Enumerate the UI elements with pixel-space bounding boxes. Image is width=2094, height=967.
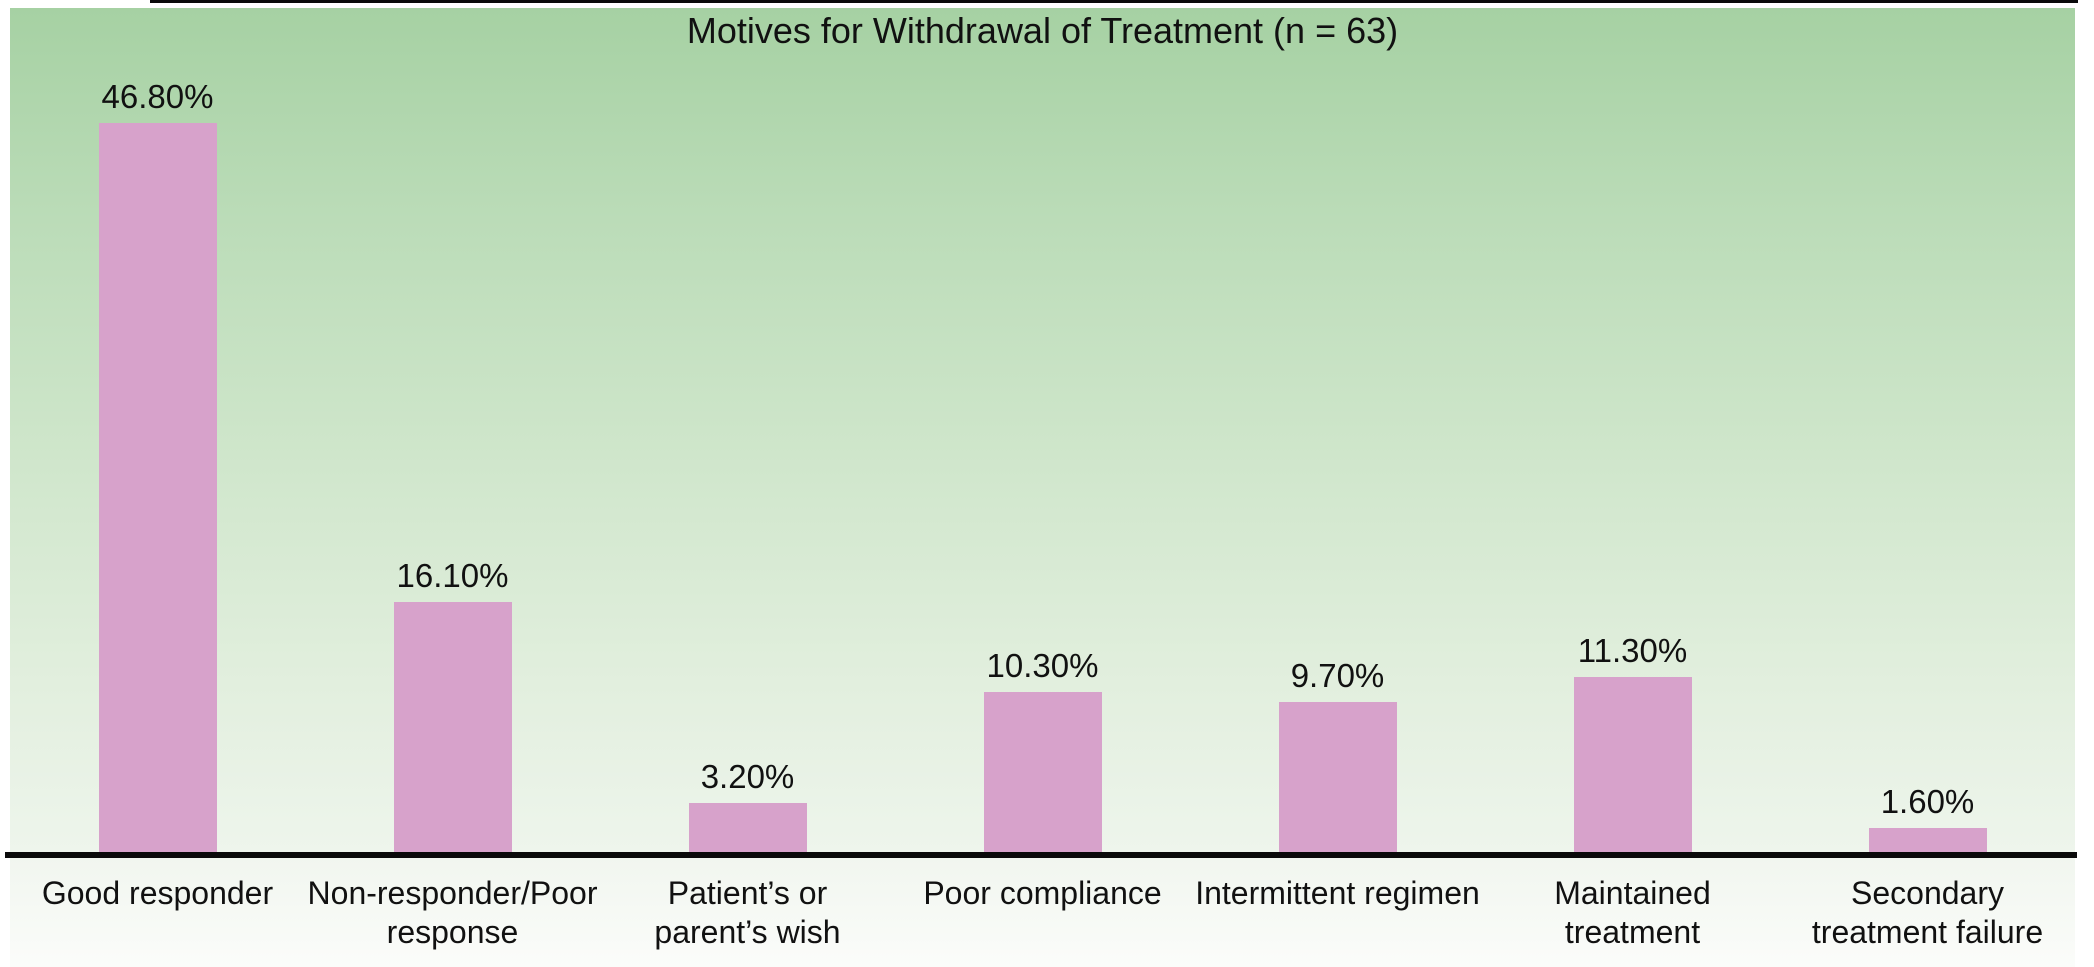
x-axis-labels: Good responder Non-responder/Poor respons… [10, 858, 2075, 967]
bar [983, 692, 1102, 853]
bar [1278, 702, 1397, 853]
bar-column: 10.30% [895, 647, 1190, 853]
bar [1573, 677, 1692, 853]
bar-value-label: 10.30% [986, 647, 1099, 684]
top-border-line [150, 0, 2078, 3]
bar-column: 9.70% [1190, 657, 1485, 853]
bar-value-label: 9.70% [1290, 657, 1385, 694]
bar-value-label: 46.80% [101, 78, 214, 115]
bar-value-label: 16.10% [396, 557, 509, 594]
bar-value-label: 11.30% [1577, 632, 1688, 669]
bar [98, 123, 217, 853]
x-tick-label: Intermittent regimen [1195, 875, 1480, 911]
bar [1868, 828, 1987, 853]
bar-column: 11.30% [1485, 632, 1780, 853]
bar-column: 1.60% [1780, 783, 2075, 853]
x-tick-label: Non-responder/Poor response [307, 875, 598, 951]
bar-value-label: 3.20% [700, 758, 795, 795]
x-tick-label: Secondary treatment failure [1811, 875, 2044, 951]
bar [688, 803, 807, 853]
bar-column: 3.20% [600, 758, 895, 853]
x-tick-label: Poor compliance [923, 875, 1162, 911]
x-tick-label: Patient’s or parent’s wish [654, 875, 841, 951]
bar-column: 16.10% [305, 557, 600, 853]
bar [393, 602, 512, 853]
chart-plot-area: Motives for Withdrawal of Treatment (n =… [10, 8, 2075, 853]
chart-title: Motives for Withdrawal of Treatment (n =… [686, 10, 1399, 51]
bar-column: 46.80% [10, 78, 305, 853]
bar-value-label: 1.60% [1880, 783, 1975, 820]
x-tick-label: Good responder [41, 875, 274, 911]
x-tick-label: Maintained treatment [1554, 875, 1711, 951]
x-axis-line [5, 852, 2077, 858]
bars-container: 46.80% 16.10% 3.20% 10.30% 9.70% 11.30% 1.60% [10, 8, 2075, 853]
